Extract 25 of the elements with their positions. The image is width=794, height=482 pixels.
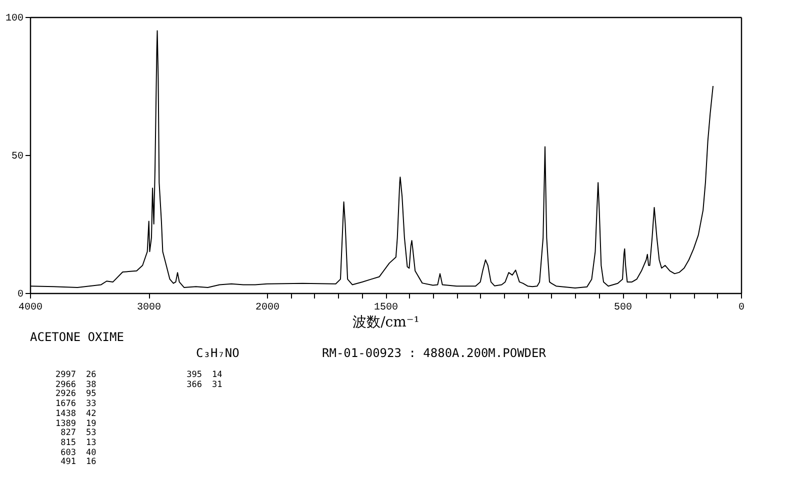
text: 815 13 bbox=[60, 438, 96, 448]
text: 1389 19 bbox=[54, 418, 96, 428]
text: 827 53 bbox=[60, 428, 96, 438]
y-tick-label: 50 bbox=[11, 152, 24, 162]
y-tick-label: 0 bbox=[17, 290, 24, 300]
text: 1438 42 bbox=[54, 408, 96, 419]
x-tick-label: 0 bbox=[738, 302, 745, 314]
text: RM-01-00923 : 4880A.200M.POWDER bbox=[322, 346, 546, 360]
text: 1676 33 bbox=[54, 399, 96, 410]
text: 2966 38 bbox=[54, 380, 96, 390]
x-tick-label: 4000 bbox=[18, 302, 43, 314]
x-tick-label: 2000 bbox=[255, 302, 280, 314]
x-tick-label: 500 bbox=[614, 302, 632, 314]
text: 603 40 bbox=[60, 448, 96, 458]
x-tick-label: 1500 bbox=[374, 302, 398, 314]
x-axis-title: 波数/cm⁻¹ bbox=[352, 314, 420, 330]
text: 366 31 bbox=[186, 380, 222, 390]
x-tick-label: 3000 bbox=[136, 302, 162, 314]
text: ACETONE OXIME bbox=[30, 330, 124, 344]
text: 2926 95 bbox=[54, 389, 96, 400]
text: C₃H₇NO bbox=[196, 346, 240, 360]
y-tick-label: 100 bbox=[5, 14, 24, 24]
text: 491 16 bbox=[60, 457, 96, 468]
text: 395 14 bbox=[186, 370, 222, 380]
text: 2997 26 bbox=[54, 370, 96, 380]
